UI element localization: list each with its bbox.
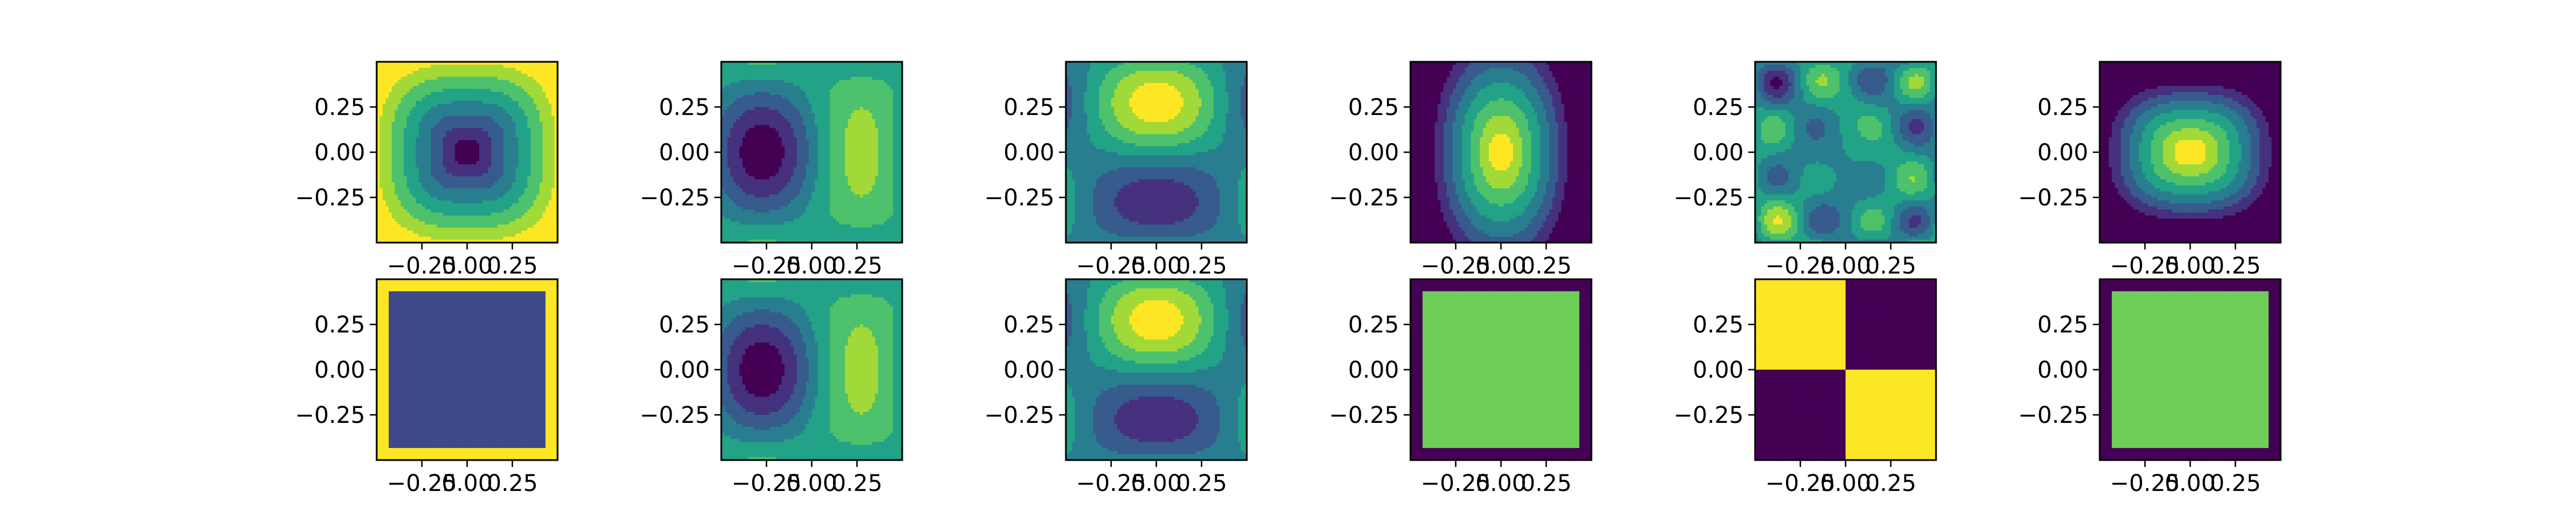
y-tick-label: −0.25 xyxy=(1673,402,1744,429)
y-tick-label: 0.25 xyxy=(1693,94,1744,121)
y-tick-label: 0.25 xyxy=(314,94,365,121)
x-tick-label: −0.25 xyxy=(1076,470,1147,497)
y-tick-label: −0.25 xyxy=(295,402,365,429)
y-tick-label: −0.25 xyxy=(2018,185,2088,211)
y-tick-label: 0.00 xyxy=(1348,357,1399,383)
contour-field xyxy=(721,279,902,460)
x-tick-label: −0.25 xyxy=(2110,253,2180,279)
y-tick-label: 0.00 xyxy=(2037,357,2088,383)
subplot-r1-c4: 0.250.00−0.25−0.250.000.25 xyxy=(1673,278,1937,497)
y-tick-label: 0.00 xyxy=(1003,140,1054,166)
y-tick-label: 0.25 xyxy=(1348,312,1399,338)
y-tick-label: −0.25 xyxy=(984,185,1054,211)
contour-field xyxy=(1411,279,1591,460)
contour-field xyxy=(377,62,558,243)
x-tick-label: −0.25 xyxy=(1421,253,1491,279)
x-tick-label: 0.00 xyxy=(2164,470,2215,497)
x-tick-label: 0.00 xyxy=(1475,253,1526,279)
y-tick-label: −0.25 xyxy=(639,185,710,211)
subplot-grid: 0.250.00−0.25−0.250.000.250.250.00−0.25−… xyxy=(295,61,2282,497)
contour-field xyxy=(2100,62,2281,243)
x-tick-label: −0.25 xyxy=(387,470,457,497)
subplot-r1-c2: 0.250.00−0.25−0.250.000.25 xyxy=(984,278,1248,497)
subplot-r0-c3: 0.250.00−0.25−0.250.000.25 xyxy=(1329,61,1593,279)
x-tick-label: −0.25 xyxy=(2110,470,2180,497)
y-tick-label: −0.25 xyxy=(639,402,710,429)
y-tick-label: 0.25 xyxy=(1348,94,1399,121)
x-tick-label: 0.00 xyxy=(786,470,837,497)
y-tick-label: −0.25 xyxy=(295,185,365,211)
y-tick-label: 0.00 xyxy=(1693,140,1744,166)
x-tick-label: 0.25 xyxy=(2210,470,2261,497)
y-tick-label: 0.00 xyxy=(314,140,365,166)
y-tick-label: 0.00 xyxy=(659,140,710,166)
x-tick-label: 0.00 xyxy=(1131,470,1182,497)
y-tick-label: 0.25 xyxy=(659,312,710,338)
x-tick-label: −0.25 xyxy=(1765,470,1836,497)
y-tick-label: 0.00 xyxy=(2037,140,2088,166)
subplot-r1-c0: 0.250.00−0.25−0.250.000.25 xyxy=(295,278,559,497)
y-tick-label: −0.25 xyxy=(1673,185,1744,211)
x-tick-label: 0.00 xyxy=(441,253,492,279)
contour-field xyxy=(377,279,558,460)
y-tick-label: 0.00 xyxy=(314,357,365,383)
x-tick-label: 0.25 xyxy=(1865,470,1916,497)
y-tick-label: −0.25 xyxy=(1329,402,1399,429)
x-tick-label: −0.25 xyxy=(1076,253,1147,279)
x-tick-label: 0.25 xyxy=(831,470,882,497)
subplot-r0-c2: 0.250.00−0.25−0.250.000.25 xyxy=(984,61,1248,279)
x-tick-label: 0.25 xyxy=(2210,253,2261,279)
x-tick-label: 0.25 xyxy=(487,253,538,279)
x-tick-label: 0.25 xyxy=(831,253,882,279)
y-tick-label: −0.25 xyxy=(2018,402,2088,429)
contour-field xyxy=(1755,279,1936,460)
x-tick-label: 0.00 xyxy=(2164,253,2215,279)
contour-field xyxy=(1066,279,1247,460)
x-tick-label: 0.25 xyxy=(487,470,538,497)
subplot-r1-c3: 0.250.00−0.25−0.250.000.25 xyxy=(1329,278,1593,497)
x-tick-label: 0.25 xyxy=(1176,253,1227,279)
subplot-r0-c0: 0.250.00−0.25−0.250.000.25 xyxy=(295,61,559,279)
x-tick-label: 0.00 xyxy=(1131,253,1182,279)
y-tick-label: 0.25 xyxy=(2037,312,2088,338)
x-tick-label: 0.00 xyxy=(1820,470,1871,497)
contour-field xyxy=(1755,62,1936,243)
x-tick-label: 0.00 xyxy=(441,470,492,497)
subplot-r0-c4: 0.250.00−0.25−0.250.000.25 xyxy=(1673,61,1937,279)
x-tick-label: −0.25 xyxy=(732,253,802,279)
y-tick-label: 0.25 xyxy=(659,94,710,121)
contour-field xyxy=(1066,62,1247,243)
y-tick-label: 0.00 xyxy=(1348,140,1399,166)
x-tick-label: −0.25 xyxy=(387,253,457,279)
contour-field xyxy=(1411,62,1591,243)
x-tick-label: 0.00 xyxy=(1475,470,1526,497)
y-tick-label: 0.00 xyxy=(1003,357,1054,383)
x-tick-label: 0.25 xyxy=(1865,253,1916,279)
x-tick-label: 0.25 xyxy=(1176,470,1227,497)
y-tick-label: 0.25 xyxy=(1003,312,1054,338)
y-tick-label: 0.25 xyxy=(1003,94,1054,121)
x-tick-label: 0.00 xyxy=(1820,253,1871,279)
subplot-r1-c5: 0.250.00−0.25−0.250.000.25 xyxy=(2018,278,2282,497)
contour-field xyxy=(2100,279,2281,460)
y-tick-label: 0.00 xyxy=(659,357,710,383)
x-tick-label: −0.25 xyxy=(732,470,802,497)
x-tick-label: 0.25 xyxy=(1520,253,1571,279)
subplot-r0-c1: 0.250.00−0.25−0.250.000.25 xyxy=(639,61,903,279)
y-tick-label: 0.25 xyxy=(314,312,365,338)
x-tick-label: −0.25 xyxy=(1421,470,1491,497)
y-tick-label: −0.25 xyxy=(984,402,1054,429)
y-tick-label: 0.25 xyxy=(1693,312,1744,338)
contour-field xyxy=(721,62,902,243)
subplot-r1-c1: 0.250.00−0.25−0.250.000.25 xyxy=(639,278,903,497)
y-tick-label: 0.25 xyxy=(2037,94,2088,121)
x-tick-label: 0.25 xyxy=(1520,470,1571,497)
x-tick-label: −0.25 xyxy=(1765,253,1836,279)
y-tick-label: 0.00 xyxy=(1693,357,1744,383)
x-tick-label: 0.00 xyxy=(786,253,837,279)
y-tick-label: −0.25 xyxy=(1329,185,1399,211)
subplot-r0-c5: 0.250.00−0.25−0.250.000.25 xyxy=(2018,61,2282,279)
